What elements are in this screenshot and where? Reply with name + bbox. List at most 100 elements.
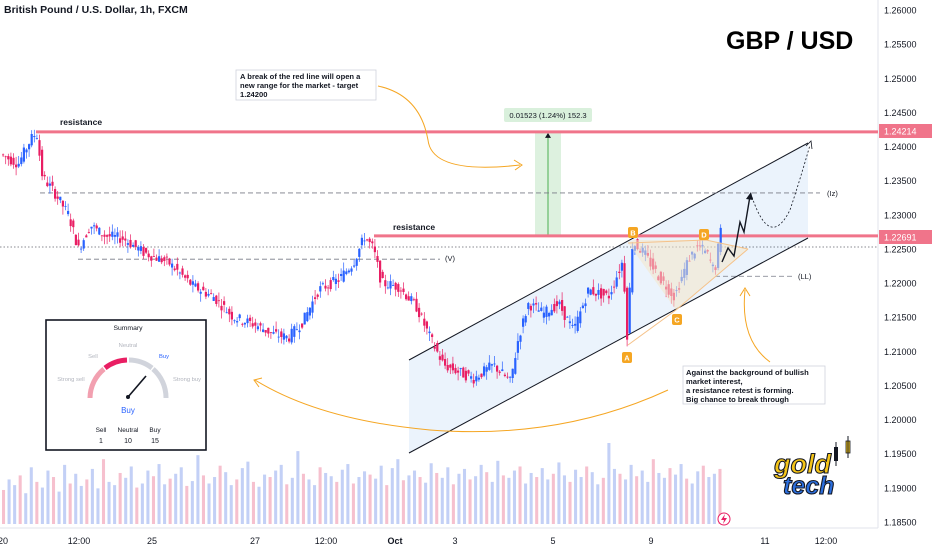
measure-arrow-head [545,132,551,138]
candle-body [311,301,314,313]
price-tick-label: 1.23500 [884,176,917,186]
volume-bar [618,473,622,524]
volume-bar [474,476,478,524]
volume-bar [457,473,461,524]
volume-bar [301,473,305,524]
candle-body [7,156,10,160]
candle-body [85,235,88,238]
channel-lower-line [408,237,809,454]
candle-body [223,301,226,305]
volume-bar [246,461,250,524]
candle-body [189,279,192,285]
candle-body [113,235,116,237]
volume-bar [2,489,6,524]
volume-bar [101,459,106,524]
candle-body [301,323,304,328]
candle-body [316,294,319,297]
candle-body [407,296,410,301]
volume-bar [646,481,650,524]
volume-bar [585,466,589,524]
bottom-note-line-4: Big chance to break through [686,395,789,404]
volume-bar [218,465,222,524]
channel-upper-line [408,142,809,361]
candle-body [173,268,176,271]
candle-body [194,283,197,287]
axes: 1.26000 1.25500 1.25000 1.24500 1.24000 1.235… [0,6,917,547]
candle-body [620,262,623,271]
volume-bar [340,469,344,524]
volume-bar [368,474,372,524]
volume-bar [624,479,628,524]
candle-body [59,196,62,201]
candle-body [490,364,493,366]
volume-bar [274,470,278,524]
candle-body [126,243,129,245]
gauge-arc-neutral [128,357,154,371]
volume-bar [40,487,44,524]
volume-bar [124,477,128,524]
candle-body [33,136,36,138]
volume-bar [379,465,383,524]
candle-body [519,335,522,342]
projection-dotted-curve [751,144,811,228]
price-tick-label: 1.18500 [884,518,917,528]
candle-body [314,297,317,300]
volume-bar [57,491,61,524]
candle-body [22,147,25,162]
candle-body [25,149,28,153]
point-marker-d [699,229,709,240]
pair-title: GBP / USD [726,27,853,55]
bottom-note-arrow-head [739,287,751,297]
candle-body [451,363,454,371]
lightning-icon[interactable] [717,512,731,526]
volume-bar [235,479,239,524]
price-tick-label: 1.26000 [884,6,917,16]
volume-bar [446,467,450,524]
candle-body [415,298,418,312]
candle-body [30,134,33,146]
candle-body [329,280,332,290]
point-label-c: C [674,316,680,325]
volume-bar [562,475,566,524]
gauge-label-strong-buy: Strong buy [173,377,201,383]
candle-body [410,296,413,302]
measure-text: 0.01523 (1.24%) 152.3 [509,111,586,120]
volume-bar [524,483,528,524]
candle-body [48,183,51,186]
volume-bar [174,473,178,524]
candle-body [51,181,54,186]
candle-body [480,373,483,378]
time-tick-label: 25 [147,536,157,546]
price-tick-label: 1.20500 [884,381,917,391]
volume-bar [640,470,644,524]
candle-body [111,231,114,237]
volume-bar [385,485,389,524]
volume-bar [90,468,94,524]
volume-bar [251,481,255,524]
candle-body [462,367,465,378]
candle-body [498,371,501,373]
candle-body [392,285,395,286]
gauge-count-label-neutral: Neutral [118,427,140,434]
candle-body [272,332,275,334]
price-tick-label: 1.23000 [884,210,917,220]
candle-body [477,377,480,380]
volume-bar [518,466,522,524]
candle-body [537,310,540,312]
price-tick-label: 1.21000 [884,347,917,357]
candle-body [399,290,402,292]
candle-body [584,303,587,307]
volume-bar [596,484,600,524]
candle-body [69,219,72,227]
candle-body [558,301,561,305]
candle-body [350,268,353,272]
bottom-note-line-1: Against the background of bullish [686,368,809,377]
candle-body [613,286,616,288]
candle-body [308,307,311,316]
candle-body [587,287,590,294]
candle-body [438,356,441,360]
candle-body [171,263,174,268]
candle-body [56,196,59,199]
abcd-pattern: A B C D [622,227,749,363]
